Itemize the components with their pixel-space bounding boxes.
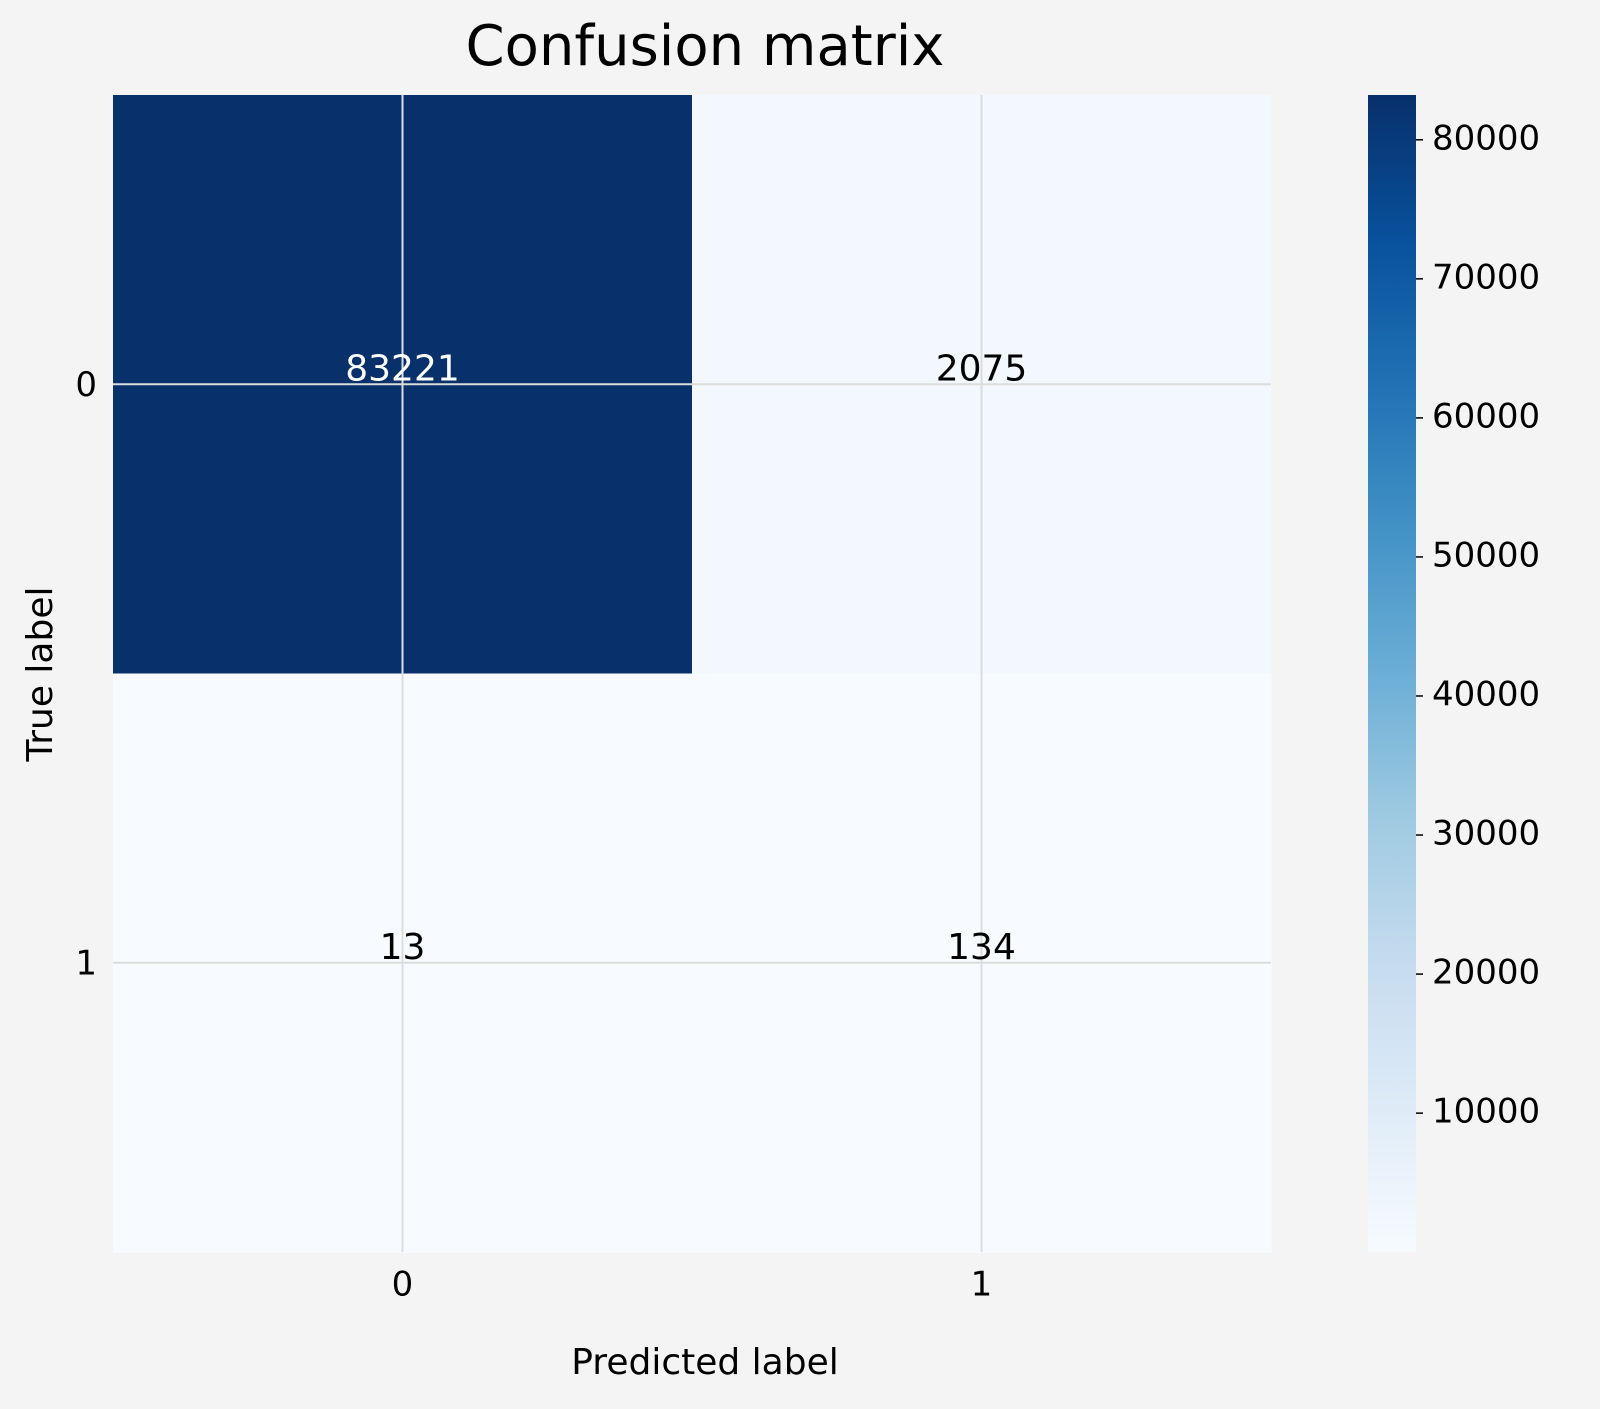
cell-label: 134 <box>947 927 1016 968</box>
colorbar-tick-label: 80000 <box>1432 118 1540 158</box>
cell-label: 2075 <box>936 348 1028 389</box>
chart-title: Confusion matrix <box>466 14 945 79</box>
colorbar-tick-label: 60000 <box>1432 396 1540 436</box>
colorbar <box>1368 95 1416 1252</box>
colorbar-tick-label: 10000 <box>1432 1092 1540 1132</box>
colorbar-tick-label: 30000 <box>1432 814 1540 854</box>
colorbar-tick-label: 20000 <box>1432 953 1540 993</box>
y-tick-label: 0 <box>75 365 97 405</box>
x-tick-label: 1 <box>971 1265 993 1305</box>
y-axis-label: True label <box>20 587 61 763</box>
y-tick-label: 1 <box>75 943 97 983</box>
cell-label: 83221 <box>345 348 460 389</box>
colorbar-tick-label: 40000 <box>1432 674 1540 714</box>
x-axis-label: Predicted label <box>571 1342 839 1383</box>
cell-label: 13 <box>380 927 426 968</box>
colorbar-tick-label: 70000 <box>1432 257 1540 297</box>
colorbar-tick-label: 50000 <box>1432 535 1540 575</box>
x-tick-label: 0 <box>392 1265 414 1305</box>
